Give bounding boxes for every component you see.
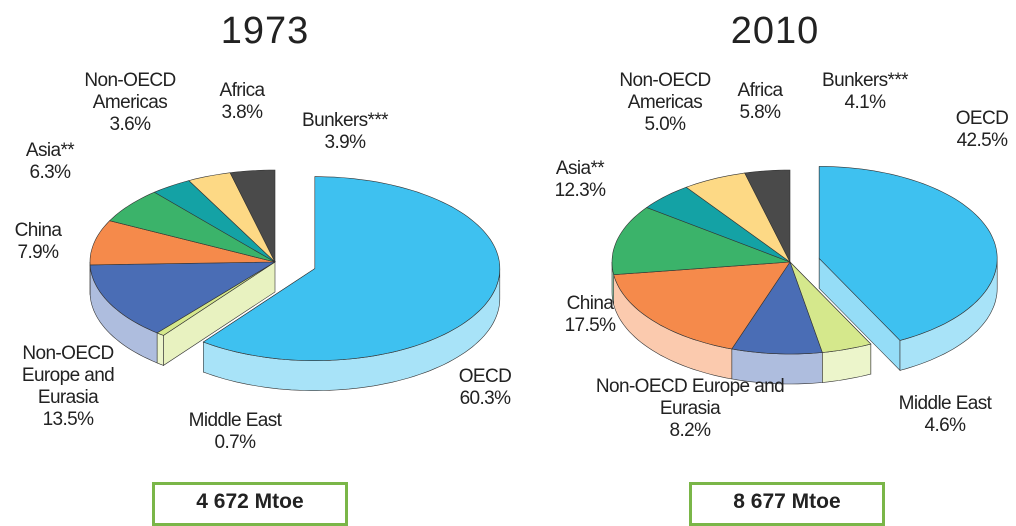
value-label: 5.0% — [610, 114, 720, 136]
value-label: 13.5% — [9, 409, 127, 431]
total-box: 4 672 Mtoe — [152, 482, 348, 526]
category-label: Middle East — [175, 410, 295, 432]
value-label: 4.1% — [805, 92, 925, 114]
slice-label: Asia**6.3% — [10, 140, 90, 184]
category-label: Asia** — [10, 140, 90, 162]
category-label: Non-OECD Americas — [75, 70, 185, 114]
value-label: 60.3% — [440, 388, 530, 410]
category-label: OECD — [440, 366, 530, 388]
category-label: Asia** — [540, 158, 620, 180]
category-label: China — [550, 293, 630, 315]
category-label: Africa — [720, 80, 800, 102]
category-label: Bunkers*** — [285, 110, 405, 132]
value-label: 17.5% — [550, 315, 630, 337]
category-label: Non-OECD Americas — [610, 70, 720, 114]
category-label: Non-OECD Europe and Eurasia — [9, 343, 127, 409]
category-label: Africa — [202, 80, 282, 102]
chart-title: 1973 — [221, 10, 310, 53]
value-label: 3.9% — [285, 132, 405, 154]
category-label: Middle East — [880, 393, 1010, 415]
chart-title: 2010 — [731, 10, 820, 53]
value-label: 0.7% — [175, 432, 295, 454]
slice-label: Bunkers***3.9% — [285, 110, 405, 154]
category-label: China — [0, 220, 78, 242]
category-label: Bunkers*** — [805, 70, 925, 92]
value-label: 3.6% — [75, 114, 185, 136]
value-label: 7.9% — [0, 242, 78, 264]
total-box: 8 677 Mtoe — [689, 482, 885, 526]
value-label: 12.3% — [540, 180, 620, 202]
value-label: 42.5% — [942, 130, 1016, 152]
value-label: 4.6% — [880, 415, 1010, 437]
value-label: 6.3% — [10, 162, 90, 184]
value-label: 5.8% — [720, 102, 800, 124]
value-label: 3.8% — [202, 102, 282, 124]
slice-label: Bunkers***4.1% — [805, 70, 925, 114]
category-label: OECD — [942, 108, 1016, 130]
slice-side — [157, 333, 163, 366]
category-label: Non-OECD Europe and Eurasia — [585, 376, 795, 420]
slice-label: Asia**12.3% — [540, 158, 620, 202]
value-label: 8.2% — [585, 420, 795, 442]
